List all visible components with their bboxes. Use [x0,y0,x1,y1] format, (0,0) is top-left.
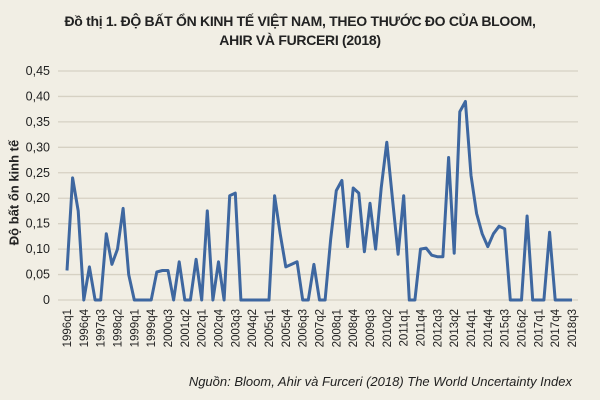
x-tick-label: 2005q4 [281,308,293,347]
y-tick-label: 0,25 [26,166,50,180]
x-tick-label: 2009q3 [365,309,377,347]
source-note: Nguồn: Bloom, Ahir và Furceri (2018) The… [188,374,572,389]
y-tick-label: 0,05 [26,268,50,282]
x-tick-label: 2014q4 [483,308,495,347]
x-tick-label: 2018q3 [567,309,579,347]
x-tick-label: 2000q3 [163,309,175,347]
x-tick-label: 1996q1 [62,309,74,347]
x-tick-label: 2002q4 [214,308,226,347]
y-tick-label: 0,35 [26,115,50,129]
x-tick-label: 2015q3 [500,309,512,347]
x-tick-label: 2007q2 [315,309,327,347]
x-tick-label: 2010q2 [382,309,394,347]
x-tick-label: 2014q1 [466,309,478,347]
x-tick-label: 1997q3 [96,309,108,347]
x-tick-label: 2017q1 [533,309,545,347]
chart-title-line-1: Đồ thị 1. ĐỘ BẤT ỔN KINH TẾ VIỆT NAM, TH… [64,13,536,29]
chart-title-line-2: AHIR VÀ FURCERI (2018) [219,32,381,48]
x-tick-label: 2001q2 [180,309,192,347]
y-tick-label: 0 [43,293,50,307]
x-tick-label: 2008q1 [331,309,343,347]
x-tick-label: 2011q1 [399,309,411,347]
x-tick-label: 2011q4 [416,308,428,346]
x-tick-label: 2006q3 [298,309,310,347]
x-tick-label: 1998q2 [113,309,125,347]
x-tick-label: 2008q4 [348,308,360,347]
y-tick-label: 0,40 [26,89,50,103]
y-tick-label: 0,45 [26,64,50,78]
x-tick-label: 2016q2 [517,309,529,347]
x-axis-ticks: 1996q1 1996q4 1997q3 1998q2 1999q1 1999q4 2000… [62,308,579,347]
x-tick-label: 1996q4 [79,308,91,347]
y-axis-ticks: 0 0,05 0,10 0,15 0,20 0,25 0,30 0,35 0,40 0,45 [26,64,50,307]
x-tick-label: 2012q3 [432,309,444,347]
y-tick-label: 0,30 [26,140,50,154]
x-tick-label: 2004q2 [247,309,259,347]
x-tick-label: 1999q4 [146,308,158,347]
x-tick-label: 1999q1 [129,309,141,347]
x-tick-label: 2013q2 [449,309,461,347]
gridlines [58,70,578,301]
y-tick-label: 0,10 [26,242,50,256]
x-tick-label: 2017q4 [550,308,562,347]
y-tick-label: 0,20 [26,191,50,205]
x-tick-label: 2002q1 [197,309,209,347]
x-tick-label: 2005q1 [264,309,276,347]
series-line-economic-uncertainty [65,100,572,302]
x-tick-label: 2003q3 [230,309,242,347]
y-tick-label: 0,15 [26,217,50,231]
chart-title: Đồ thị 1. ĐỘ BẤT ỔN KINH TẾ VIỆT NAM, TH… [0,12,600,50]
